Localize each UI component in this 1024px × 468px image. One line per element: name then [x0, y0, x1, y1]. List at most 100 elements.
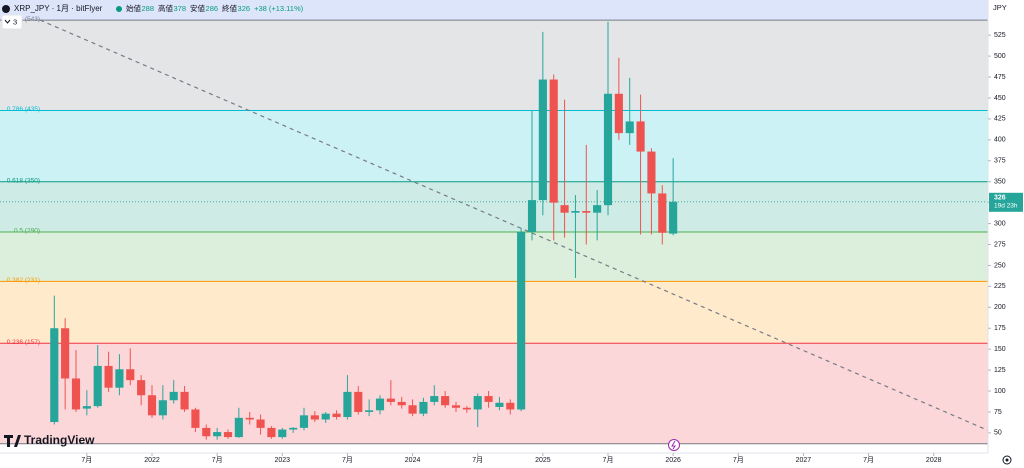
candle-body — [549, 79, 558, 203]
event-marker[interactable] — [668, 439, 680, 451]
y-tick-label: 125 — [994, 367, 1006, 374]
candle-body — [213, 432, 222, 437]
price-tag-countdown: 19d 23h — [994, 203, 1018, 210]
plot-area — [0, 0, 989, 445]
candle-body — [386, 398, 395, 402]
price-tag — [989, 192, 1023, 212]
event-icon — [671, 440, 676, 450]
x-tick-label: 7月 — [212, 456, 223, 464]
symbol-icon — [2, 5, 10, 13]
candle-body — [506, 402, 515, 410]
fib-label: 0.382 (231) — [7, 277, 40, 284]
fib-label: (543) — [25, 16, 40, 23]
candle-body — [169, 391, 178, 401]
logo: TradingView — [24, 433, 95, 447]
header-low-label: 安値 — [190, 3, 205, 13]
candle-body — [603, 93, 613, 206]
candle-body — [299, 415, 309, 428]
candle-body — [375, 398, 385, 411]
fib-band — [0, 20, 988, 111]
x-tick-label: 2027 — [796, 457, 812, 464]
y-tick-label: 350 — [994, 179, 1006, 186]
logo-icon — [4, 435, 21, 447]
candle-body — [245, 417, 254, 420]
candle-body — [289, 427, 298, 430]
candle-body — [419, 401, 428, 414]
top-band — [0, 0, 988, 21]
symbol: XRP_JPY · 1月 · bitFlyer — [14, 4, 103, 13]
x-tick-label: 7月 — [863, 456, 874, 464]
fib-band — [0, 181, 988, 232]
overlay: (543) 0.786 (435) 0.618 (350) 0.5 (290) 0.38… — [7, 16, 1023, 464]
x-tick-label: 7月 — [472, 456, 483, 464]
candle-body — [104, 365, 113, 388]
header-change: +38 (+13.11%) — [254, 4, 304, 13]
candle-body — [473, 396, 482, 410]
axis-unit: JPY — [993, 3, 1007, 12]
y-tick-label: 525 — [994, 32, 1006, 39]
y-tick-label: 100 — [994, 388, 1006, 395]
y-tick-label: 175 — [994, 325, 1006, 332]
candle-body — [495, 402, 504, 407]
candle-body — [647, 151, 656, 194]
y-tick-label: 475 — [994, 74, 1006, 81]
candle-body — [147, 395, 157, 416]
price-tag-value: 326 — [994, 195, 1006, 202]
header-high: 378 — [174, 4, 187, 13]
candle-body — [343, 391, 352, 417]
header-high-label: 高値 — [158, 3, 173, 13]
candle-body — [560, 205, 569, 213]
candle-body — [441, 396, 450, 406]
y-tick-label: 275 — [994, 241, 1006, 248]
candle-body — [527, 200, 537, 232]
candle-body — [517, 231, 526, 410]
x-tick-label: 7月 — [342, 456, 353, 464]
candle-body — [538, 79, 547, 201]
candle-body — [82, 406, 91, 409]
y-tick-label: 500 — [994, 53, 1006, 60]
candle-body — [484, 396, 493, 402]
settings-button[interactable] — [1002, 455, 1012, 465]
y-tick-label: 250 — [994, 262, 1006, 269]
x-tick-label: 2023 — [274, 457, 290, 464]
candle-body — [278, 429, 287, 438]
fib-band — [0, 281, 988, 344]
x-tick-label: 2024 — [405, 457, 421, 464]
candle-body — [397, 401, 406, 406]
candle-body — [93, 365, 102, 407]
x-tick-label: 7月 — [81, 456, 92, 464]
candle-body — [310, 415, 319, 420]
fib-band — [0, 343, 988, 444]
y-tick-label: 50 — [994, 430, 1002, 437]
candle-body — [137, 380, 146, 396]
ohlc-header: 始値 288 高値 378 安値 286 終値 326 +38 (+13.11%) — [126, 3, 304, 13]
candle-body — [582, 211, 591, 213]
y-tick-label: 75 — [994, 409, 1002, 416]
settings-icon — [1005, 458, 1009, 462]
candle-body — [267, 427, 276, 438]
y-tick-label: 400 — [994, 137, 1006, 144]
header-open: 288 — [142, 4, 155, 13]
candle-body — [571, 211, 580, 213]
fib-label: 0.786 (435) — [7, 106, 40, 113]
candle-body — [126, 369, 135, 381]
candle-body — [669, 201, 678, 234]
y-tick-label: 225 — [994, 283, 1006, 290]
y-tick-label: 150 — [994, 346, 1006, 353]
x-tick-label: 2026 — [665, 457, 681, 464]
candle-body — [61, 328, 70, 379]
candle-body — [365, 410, 374, 412]
fib-label: 0.236 (157) — [7, 339, 40, 346]
candle-body — [451, 405, 461, 408]
y-tick-label: 425 — [994, 116, 1006, 123]
price-axis — [988, 0, 1024, 468]
x-tick-label: 7月 — [733, 456, 744, 464]
y-tick-label: 200 — [994, 304, 1006, 311]
candle-body — [180, 391, 189, 410]
y-tick-label: 450 — [994, 95, 1006, 102]
candle-body — [462, 407, 471, 410]
fib-label: 0.618 (350) — [7, 177, 40, 184]
fib-band — [0, 110, 988, 182]
dropdown[interactable] — [1, 14, 23, 30]
